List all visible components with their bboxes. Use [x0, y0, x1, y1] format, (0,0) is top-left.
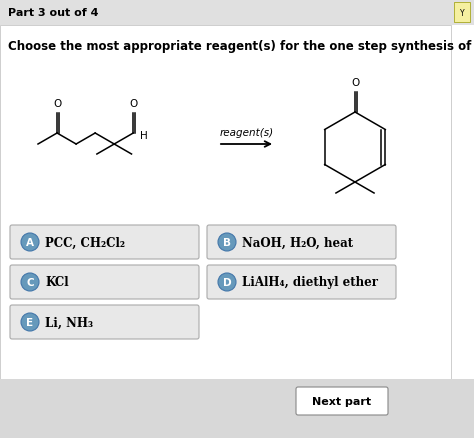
Text: Y: Y: [460, 8, 465, 18]
FancyBboxPatch shape: [207, 226, 396, 259]
Text: B: B: [223, 237, 231, 247]
Text: H: H: [140, 131, 148, 141]
Text: Choose the most appropriate reagent(s) for the one step synthesis of the target : Choose the most appropriate reagent(s) f…: [8, 40, 474, 53]
Circle shape: [218, 233, 236, 251]
FancyBboxPatch shape: [10, 265, 199, 299]
Text: C: C: [26, 277, 34, 287]
Text: A: A: [26, 237, 34, 247]
Text: reagent(s): reagent(s): [219, 128, 273, 138]
Circle shape: [21, 313, 39, 331]
Text: O: O: [129, 99, 137, 109]
Text: NaOH, H₂O, heat: NaOH, H₂O, heat: [242, 236, 353, 249]
Text: O: O: [53, 99, 61, 109]
FancyBboxPatch shape: [0, 26, 451, 415]
Text: Next part: Next part: [312, 396, 372, 406]
Circle shape: [218, 273, 236, 291]
FancyBboxPatch shape: [207, 265, 396, 299]
Circle shape: [21, 233, 39, 251]
Text: PCC, CH₂Cl₂: PCC, CH₂Cl₂: [45, 236, 125, 249]
Text: O: O: [352, 78, 360, 88]
Text: LiAlH₄, diethyl ether: LiAlH₄, diethyl ether: [242, 276, 378, 289]
Text: D: D: [223, 277, 231, 287]
FancyBboxPatch shape: [0, 379, 474, 438]
FancyBboxPatch shape: [454, 3, 470, 23]
Text: Li, NH₃: Li, NH₃: [45, 316, 93, 329]
Text: KCl: KCl: [45, 276, 69, 289]
FancyBboxPatch shape: [0, 0, 474, 26]
Text: E: E: [27, 317, 34, 327]
Text: Part 3 out of 4: Part 3 out of 4: [8, 8, 99, 18]
Circle shape: [21, 273, 39, 291]
FancyBboxPatch shape: [10, 305, 199, 339]
FancyBboxPatch shape: [10, 226, 199, 259]
FancyBboxPatch shape: [296, 387, 388, 415]
